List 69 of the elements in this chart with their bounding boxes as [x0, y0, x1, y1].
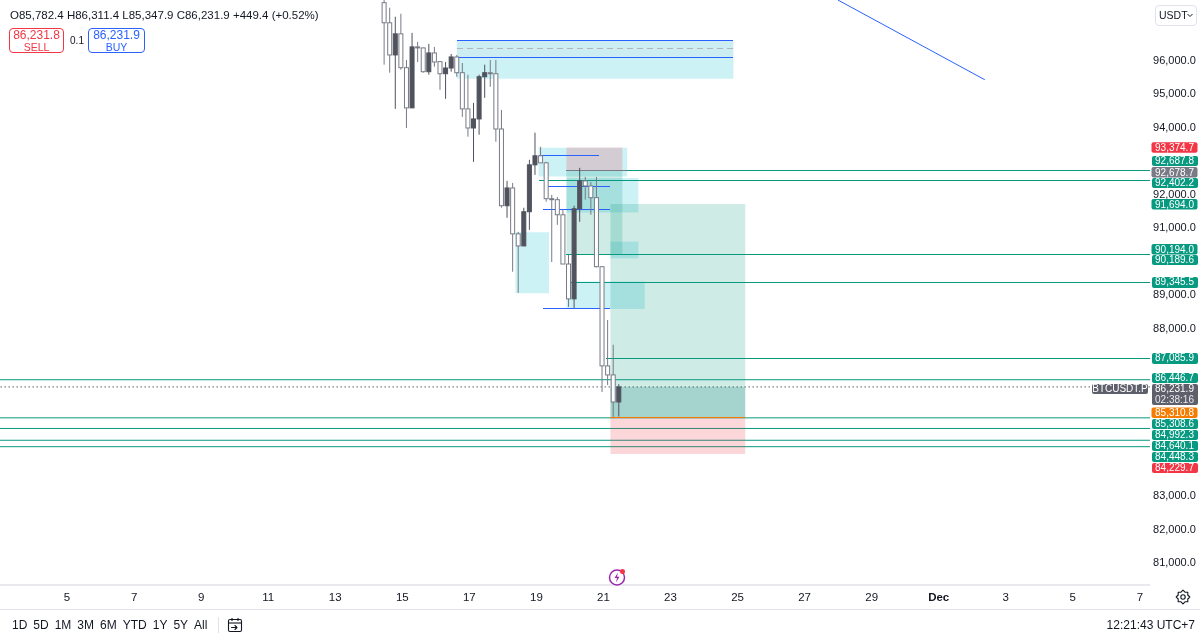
y-tick-label: 88,000.0 [1153, 321, 1196, 334]
y-tick-label: 85,310.8 [1155, 407, 1195, 419]
ref-line-label: 86,231.9 [1154, 382, 1195, 395]
y-tick-label: 93,374.7 [1155, 142, 1195, 154]
x-tick-label: 17 [462, 591, 476, 603]
text: 1D [11, 618, 29, 632]
text: 84,229.7 [1151, 461, 1198, 474]
y-tick-label: 91,694.0 [1155, 198, 1195, 210]
y-tick-label: 94,000.0 [1153, 120, 1196, 133]
x-tick-label: 3 [1002, 591, 1009, 603]
annotation: 0.1 [70, 35, 84, 47]
text: All [193, 618, 209, 632]
y-tick-label: 96,000.0 [1153, 53, 1196, 66]
x-tick-label: 9 [197, 591, 205, 603]
y-tick-label: 92,000.0 [1153, 187, 1196, 200]
candlestick [426, 43, 432, 76]
x-tick-label: 23 [664, 591, 677, 603]
data-label: 92,402.2 [1151, 176, 1198, 189]
annotation: SELL [22, 41, 51, 53]
ref-line-label: 86,446.7 [1151, 371, 1198, 384]
text: 02:38:16 [1154, 393, 1195, 406]
annotation: O85,782.4 H86,311.4 L85,347.9 C86,231.9 +449.4 (+0.52%) [10, 8, 319, 23]
text: 1M [53, 618, 73, 632]
x-tick-label: 7 [130, 591, 138, 603]
y-tick-label: 82,000.0 [1153, 522, 1196, 535]
sell-button: 86,231.8 SELL [9, 28, 64, 53]
text: 12:21:43 UTC+7 [1106, 618, 1195, 632]
data-label: 92,687.8 [1151, 154, 1198, 167]
data-label: 90,189.6 [1151, 253, 1198, 266]
x-tick-label: 5 [63, 591, 71, 603]
dropdown-button: USDT [1155, 5, 1197, 26]
x-tick-label: 7 [1136, 591, 1144, 603]
y-tick-label: 95,000.0 [1153, 87, 1196, 100]
text: YTD [121, 618, 148, 632]
x-tick-label: 25 [731, 591, 744, 603]
data-label: 87,085.9 [1151, 352, 1198, 365]
x-tick-label: 11 [262, 591, 275, 603]
x-tick-label: 13 [328, 591, 342, 603]
text: 6M [99, 618, 118, 632]
x-tick-label: 21 [597, 591, 610, 603]
ref-line-label: 84,992.3 [1151, 428, 1198, 441]
annotation: 86,231.9 [92, 28, 141, 42]
text: 5Y [172, 618, 190, 632]
y-tick-label: 81,000.0 [1153, 556, 1196, 569]
candlestick [616, 383, 622, 418]
y-tick-label: 92,678.7 [1155, 166, 1195, 178]
candlestick [392, 16, 398, 110]
ref-line-label: 85,308.6 [1151, 417, 1198, 430]
buy-button: 86,231.9 BUY [88, 28, 145, 53]
x-tick-label: 29 [865, 591, 879, 603]
text: 1Y [151, 618, 169, 632]
x-tick-label: Dec [928, 591, 950, 603]
y-tick-label: 91,000.0 [1153, 221, 1196, 234]
x-tick-label: 19 [530, 591, 543, 603]
x-tick-label: 5 [1069, 591, 1077, 603]
annotation: BUY [104, 41, 129, 53]
annotation: BTCUSDT.P [1092, 382, 1148, 395]
annotation: 86,231.8 [12, 28, 61, 42]
y-tick-label: 90,194.0 [1155, 243, 1195, 255]
candlestick [504, 180, 510, 219]
text: 5D [32, 618, 50, 632]
y-tick-label: 89,000.0 [1153, 288, 1196, 301]
legend-label: 84,448.3 [1151, 450, 1198, 463]
text: 3M [76, 618, 96, 632]
x-tick-label: 15 [395, 591, 409, 603]
ref-line-label: 84,640.1 [1151, 439, 1198, 452]
data-label: 89,345.5 [1151, 276, 1198, 289]
x-tick-label: 27 [798, 591, 812, 603]
y-tick-label: 83,000.0 [1153, 489, 1196, 502]
